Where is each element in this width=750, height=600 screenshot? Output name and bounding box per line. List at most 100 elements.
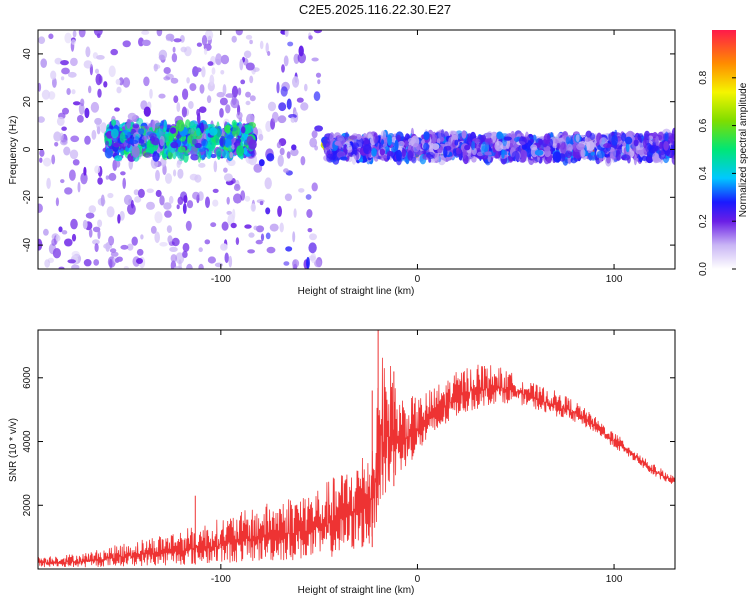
spectrogram-cell [304, 83, 308, 92]
spectrogram-cell [238, 117, 243, 123]
x-tick-label: 0 [415, 274, 421, 285]
spectrogram-cell [158, 93, 166, 99]
spectrogram-cell [236, 145, 245, 157]
spectrogram-cell [230, 222, 237, 229]
spectrogram-cell [220, 70, 225, 75]
spectrogram-cell [589, 132, 596, 141]
spectrogram-cell [186, 263, 193, 269]
spectrogram-cell [169, 127, 177, 134]
spectrogram-cell [150, 138, 154, 144]
spectrogram-cell [552, 151, 562, 163]
spectrogram-cell [71, 264, 80, 269]
spectrogram-cell [300, 156, 306, 166]
spectrogram-cell [215, 148, 222, 156]
spectrogram-cell [284, 193, 292, 202]
spectrogram-cell [511, 151, 520, 162]
spectrogram-cell [83, 60, 93, 69]
spectrogram-cell [163, 202, 172, 210]
spectrogram-cell [664, 131, 669, 142]
spectrogram-cell [170, 254, 177, 263]
spectrogram-cell [503, 136, 512, 141]
spectrogram-cell [223, 173, 233, 182]
spectrogram-cell [292, 76, 300, 88]
spectrogram-cell [363, 132, 367, 139]
spectrogram-cell [255, 225, 265, 233]
spectrogram-cell [69, 149, 79, 160]
spectrogram-cell [310, 252, 317, 264]
spectrogram-cell [189, 83, 197, 92]
spectrogram-cell [283, 55, 289, 67]
spectrogram-cell [258, 159, 265, 167]
spectrogram-cell [186, 200, 194, 209]
spectrogram-cell [633, 139, 639, 147]
spectrogram-cell [41, 89, 51, 100]
spectrogram-cell [170, 141, 179, 149]
spectrogram-cell [94, 165, 101, 174]
spectrogram-cell [72, 159, 80, 166]
spectrogram-cell [97, 177, 103, 185]
spectrogram-cell [265, 232, 271, 240]
spectrogram-cell [226, 196, 230, 205]
spectrogram-cell [67, 71, 77, 78]
spectrogram-cell [60, 60, 69, 66]
spectrogram-cell [158, 54, 165, 61]
spectrogram-cell [283, 261, 290, 266]
spectrogram-cell [277, 205, 282, 217]
spectrogram-cell [180, 35, 185, 43]
spectrogram-cell [63, 146, 71, 156]
spectrogram-cell [471, 140, 476, 151]
spectrogram-cell [178, 153, 185, 162]
spectrogram-cell [122, 40, 131, 48]
spectrogram-cell [501, 149, 505, 159]
spectrogram-cell [182, 242, 190, 252]
spectrogram-cell [203, 48, 208, 55]
spectrogram-cell [518, 136, 527, 146]
spectrogram-cell [231, 35, 237, 43]
spectrogram-cell [163, 76, 171, 81]
spectrogram-cell [164, 210, 172, 218]
spectrogram-cell [311, 130, 318, 139]
spectrogram-cell [244, 195, 251, 202]
spectrogram-cell [51, 238, 57, 246]
spectrogram-cell [120, 244, 129, 250]
spectrogram-cell [373, 132, 379, 144]
spectrogram-cell [279, 222, 284, 233]
spectrogram-cell [309, 233, 317, 241]
spectrogram-cell [66, 88, 71, 95]
spectrogram-cell [183, 195, 188, 204]
colorbar-tick-label: 0.4 [698, 166, 709, 180]
spectrogram-cell [250, 203, 256, 212]
spectrogram-cell [621, 154, 631, 161]
spectrogram-cell [70, 135, 80, 143]
spectrogram-cell [61, 230, 68, 235]
spectrogram-cell [149, 133, 157, 139]
spectrogram-cell [64, 32, 72, 44]
spectrogram-cell [239, 58, 244, 71]
spectrogram-cell [136, 248, 144, 256]
spectrogram-cell [210, 153, 217, 159]
spectrogram-cell [317, 79, 321, 85]
spectrogram-cell [83, 166, 87, 176]
spectrogram-cell [177, 146, 186, 153]
spectrogram-cell [642, 137, 647, 149]
spectrogram-cell [221, 221, 229, 231]
spectrogram-cell [55, 234, 61, 242]
spectrogram-cell [70, 218, 78, 230]
spectrogram-cell [80, 98, 85, 107]
spectrogram-x-label: Height of straight line (km) [298, 286, 415, 297]
spectrogram-cell [136, 258, 143, 264]
spectrogram-cell [237, 87, 242, 96]
spectrogram-cell [292, 259, 300, 268]
spectrogram-cell [496, 131, 504, 140]
spectrogram-cell [168, 195, 174, 204]
spectrogram-cell [249, 95, 256, 102]
spectrogram-cell [306, 256, 310, 269]
spectrogram-cell [298, 188, 305, 193]
spectrogram-cell [212, 199, 219, 207]
spectrogram-cell [38, 36, 46, 44]
spectrogram-cell [245, 100, 251, 106]
spectrogram-cell [159, 195, 165, 206]
spectrogram-cell [141, 30, 150, 35]
spectrogram-cell [140, 142, 147, 147]
